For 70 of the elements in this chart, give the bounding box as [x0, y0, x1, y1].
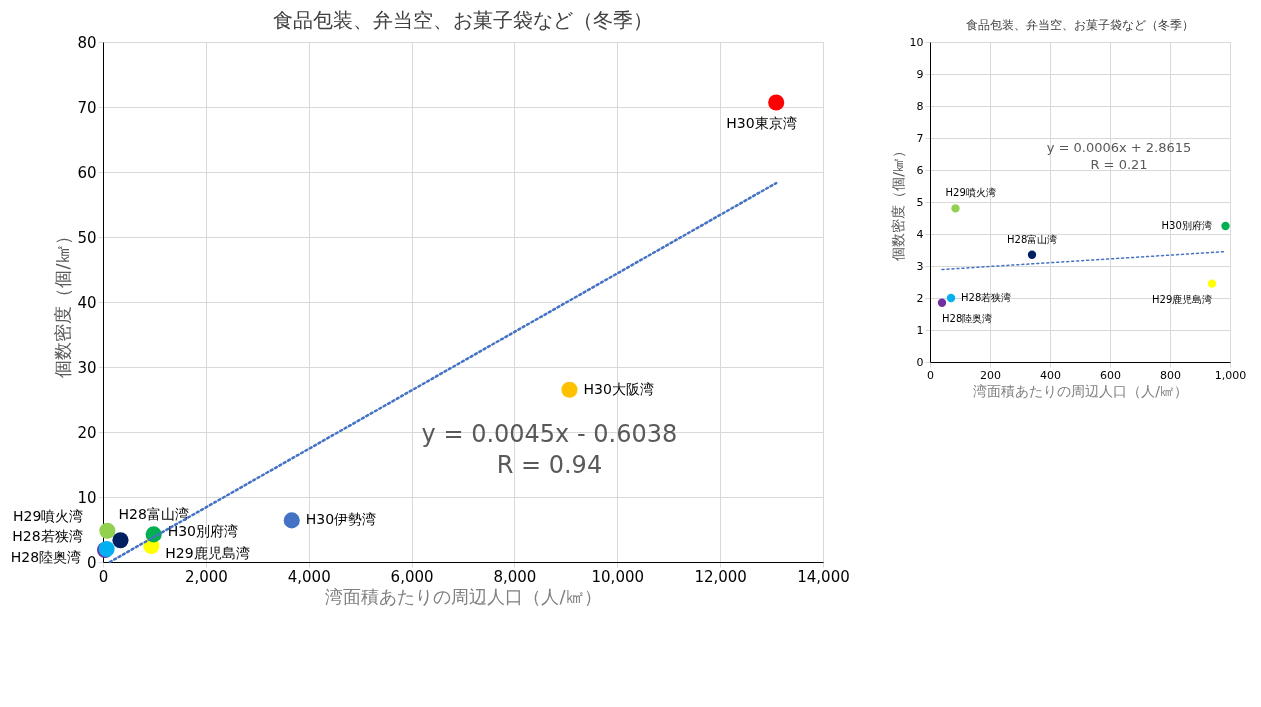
- x-tick-label: 200: [980, 368, 1001, 382]
- series-label: H28富山湾: [118, 506, 189, 523]
- series-label: H30別府湾: [167, 523, 238, 540]
- series-label: H30別府湾: [1161, 220, 1212, 231]
- point: [937, 298, 947, 307]
- annotation: R = 0.21: [1090, 156, 1148, 172]
- series-label: H29噴火湾: [945, 187, 996, 199]
- annotation: y = 0.0006x + 2.8615: [1046, 139, 1192, 155]
- y-tick-label: 7: [916, 131, 924, 145]
- y-tick-label: 20: [77, 423, 97, 442]
- x-tick-label: 0: [98, 567, 109, 586]
- y-tick-label: 70: [77, 98, 97, 117]
- y-tick-label: 5: [916, 195, 924, 209]
- x-tick-label: 14,000: [797, 567, 850, 586]
- y-tick-label: 2: [916, 291, 924, 305]
- series-label: H29鹿児島湾: [1152, 293, 1213, 305]
- chart-title: 食品包装、弁当空、お菓子袋など（冬季）: [966, 18, 1194, 32]
- point: [1221, 221, 1230, 231]
- annotation: R = 0.94: [496, 450, 603, 479]
- y-tick-label: 0: [86, 553, 97, 572]
- point: [768, 94, 785, 111]
- series-label: H29噴火湾: [13, 507, 84, 524]
- x-tick-label: 8,000: [493, 567, 537, 586]
- point: [561, 381, 578, 398]
- series-label: H30伊勢湾: [305, 511, 377, 528]
- series-label: H28陸奥湾: [942, 312, 993, 324]
- y-tick-label: 80: [77, 33, 97, 52]
- x-tick-label: 600: [1100, 368, 1121, 382]
- series-label: H29鹿児島湾: [165, 545, 250, 562]
- y-tick-label: 8: [916, 99, 924, 113]
- x-tick-label: 6,000: [390, 567, 434, 586]
- point: [112, 532, 129, 549]
- y-tick-label: 40: [77, 293, 97, 312]
- y-axis-title: 個数密度（個/㎢）: [889, 144, 906, 261]
- y-axis-title: 個数密度（個/㎢）: [52, 227, 74, 378]
- y-tick-label: 10: [909, 35, 924, 49]
- y-tick-label: 10: [77, 488, 97, 507]
- x-tick-label: 4,000: [287, 567, 331, 586]
- y-tick-label: 6: [916, 163, 924, 177]
- annotation: y = 0.0045x - 0.6038: [421, 419, 678, 448]
- point: [951, 204, 960, 213]
- point: [99, 522, 116, 539]
- series-label: H30大阪湾: [583, 380, 654, 397]
- x-tick-label: 800: [1160, 368, 1181, 382]
- y-tick-label: 60: [77, 163, 97, 182]
- series-label: H28若狭湾: [961, 292, 1012, 303]
- y-tick-label: 1: [916, 323, 924, 337]
- point: [946, 293, 956, 303]
- x-tick-label: 12,000: [694, 567, 747, 586]
- point: [1027, 250, 1037, 259]
- point: [283, 512, 300, 529]
- x-tick-label: 2,000: [184, 567, 228, 586]
- y-tick-label: 3: [916, 259, 924, 273]
- point: [1207, 279, 1217, 288]
- y-tick-label: 50: [77, 228, 97, 247]
- x-axis-title: 湾面積あたりの周辺人口（人/㎢）: [325, 585, 602, 607]
- x-tick-label: 400: [1040, 368, 1061, 382]
- x-axis-title: 湾面積あたりの周辺人口（人/㎢）: [973, 382, 1188, 399]
- y-tick-label: 0: [916, 355, 924, 369]
- series-label: H30東京湾: [726, 115, 797, 132]
- y-tick-label: 30: [77, 358, 97, 377]
- chart-title: 食品包装、弁当空、お菓子袋など（冬季）: [273, 8, 653, 32]
- x-tick-label: 1,000: [1214, 368, 1247, 382]
- series-label: H28陸奥湾: [10, 548, 82, 565]
- series-label: H28若狭湾: [12, 528, 83, 544]
- series-label: H28富山湾: [1007, 233, 1058, 245]
- y-tick-label: 4: [916, 227, 924, 241]
- x-tick-label: 0: [927, 368, 934, 382]
- y-tick-label: 9: [916, 67, 924, 81]
- x-tick-label: 10,000: [591, 567, 645, 586]
